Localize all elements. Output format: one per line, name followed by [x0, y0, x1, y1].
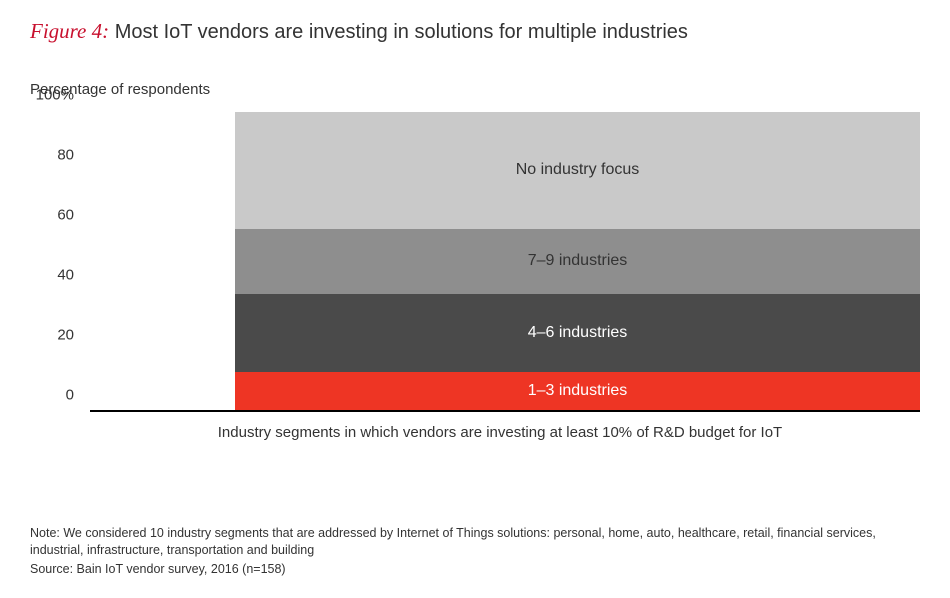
y-tick-label: 100% [30, 87, 74, 104]
y-tick-label: 60 [30, 207, 74, 224]
y-tick-label: 0 [30, 387, 74, 404]
figure-label: Figure 4: [30, 19, 109, 43]
figure-title: Most IoT vendors are investing in soluti… [115, 21, 688, 43]
figure-heading: Figure 4: Most IoT vendors are investing… [30, 18, 920, 45]
stacked-bar: 1–3 industries4–6 industries7–9 industri… [235, 112, 920, 410]
figure-container: Figure 4: Most IoT vendors are investing… [0, 0, 950, 598]
y-axis-title: Percentage of respondents [30, 81, 920, 98]
x-axis-caption: Industry segments in which vendors are i… [80, 424, 920, 441]
plot-area: 1–3 industries4–6 industries7–9 industri… [80, 112, 920, 412]
footnote-source: Source: Bain IoT vendor survey, 2016 (n=… [30, 561, 920, 578]
footnote-note: Note: We considered 10 industry segments… [30, 525, 920, 559]
bar-segment-7_9: 7–9 industries [235, 229, 920, 295]
y-axis-ticks: 020406080100% [30, 112, 80, 412]
bar-segment-none: No industry focus [235, 112, 920, 228]
footnotes: Note: We considered 10 industry segments… [30, 525, 920, 578]
bar-segment-4_6: 4–6 industries [235, 294, 920, 371]
bar-segment-1_3: 1–3 industries [235, 372, 920, 411]
chart-area: 020406080100% 1–3 industries4–6 industri… [30, 112, 920, 412]
x-axis-baseline [90, 410, 920, 412]
y-tick-label: 80 [30, 147, 74, 164]
y-tick-label: 20 [30, 327, 74, 344]
y-tick-label: 40 [30, 267, 74, 284]
